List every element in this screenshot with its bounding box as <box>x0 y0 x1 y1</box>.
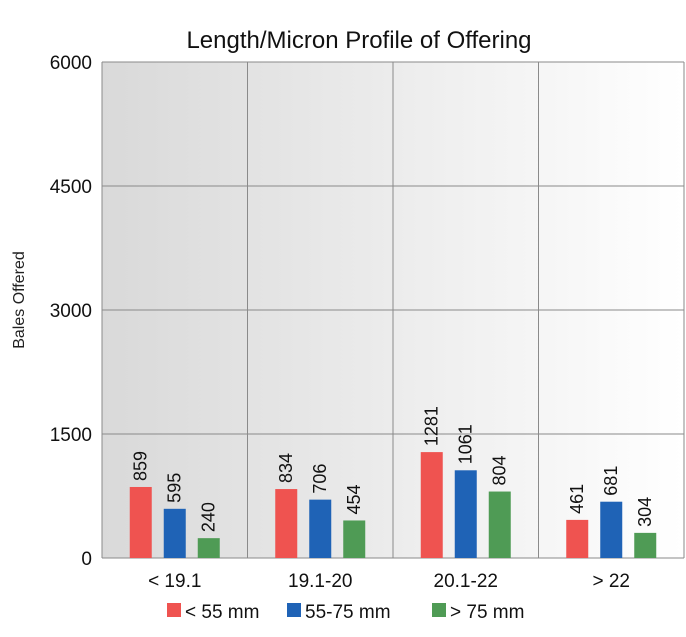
legend-swatch <box>432 603 446 617</box>
data-labels: 859 595 240 834 706 454 1281 1061 804 461 681 304 <box>131 406 656 532</box>
data-label: 706 <box>310 464 330 494</box>
legend-label: 55-75 mm <box>305 602 391 623</box>
bar <box>454 470 477 558</box>
x-tick-label: 20.1-22 <box>434 571 498 592</box>
bars <box>129 452 657 558</box>
data-label: 834 <box>276 453 296 483</box>
bar <box>566 519 589 558</box>
data-label: 804 <box>490 455 510 485</box>
x-ticks: < 19.1 19.1-20 20.1-22 > 22 <box>148 571 630 592</box>
legend-label: < 55 mm <box>185 602 259 623</box>
data-label: 595 <box>165 473 185 503</box>
x-tick-label: 19.1-20 <box>288 571 352 592</box>
bar <box>420 452 443 558</box>
data-label: 1061 <box>456 424 476 464</box>
bar <box>488 491 511 558</box>
chart-title: Length/Micron Profile of Offering <box>186 27 531 54</box>
bar <box>309 499 332 558</box>
x-tick-label: < 19.1 <box>148 571 201 592</box>
grid <box>101 61 685 559</box>
x-tick-label: > 22 <box>592 571 630 592</box>
bar <box>634 532 657 558</box>
bar <box>197 538 220 558</box>
data-label: 240 <box>199 502 219 532</box>
data-label: 461 <box>567 484 587 514</box>
data-label: 859 <box>131 451 151 481</box>
data-label: 454 <box>344 484 364 514</box>
y-tick-label: 6000 <box>50 53 92 74</box>
legend-swatch <box>287 603 301 617</box>
y-tick-label: 0 <box>81 549 92 570</box>
legend: < 55 mm 55-75 mm > 75 mm <box>167 602 524 623</box>
bar <box>343 520 366 558</box>
bar <box>129 486 152 558</box>
y-tick-label: 3000 <box>50 301 92 322</box>
y-ticks: 0 1500 3000 4500 6000 <box>50 53 92 570</box>
bar <box>600 501 623 558</box>
y-tick-label: 1500 <box>50 425 92 446</box>
legend-label: > 75 mm <box>450 602 524 623</box>
y-axis-label: Bales Offered <box>11 251 28 349</box>
legend-swatch <box>167 603 181 617</box>
data-label: 681 <box>601 466 621 496</box>
y-tick-label: 4500 <box>50 177 92 198</box>
data-label: 304 <box>635 497 655 527</box>
data-label: 1281 <box>422 406 442 446</box>
bar <box>275 489 298 558</box>
bar <box>163 508 186 558</box>
